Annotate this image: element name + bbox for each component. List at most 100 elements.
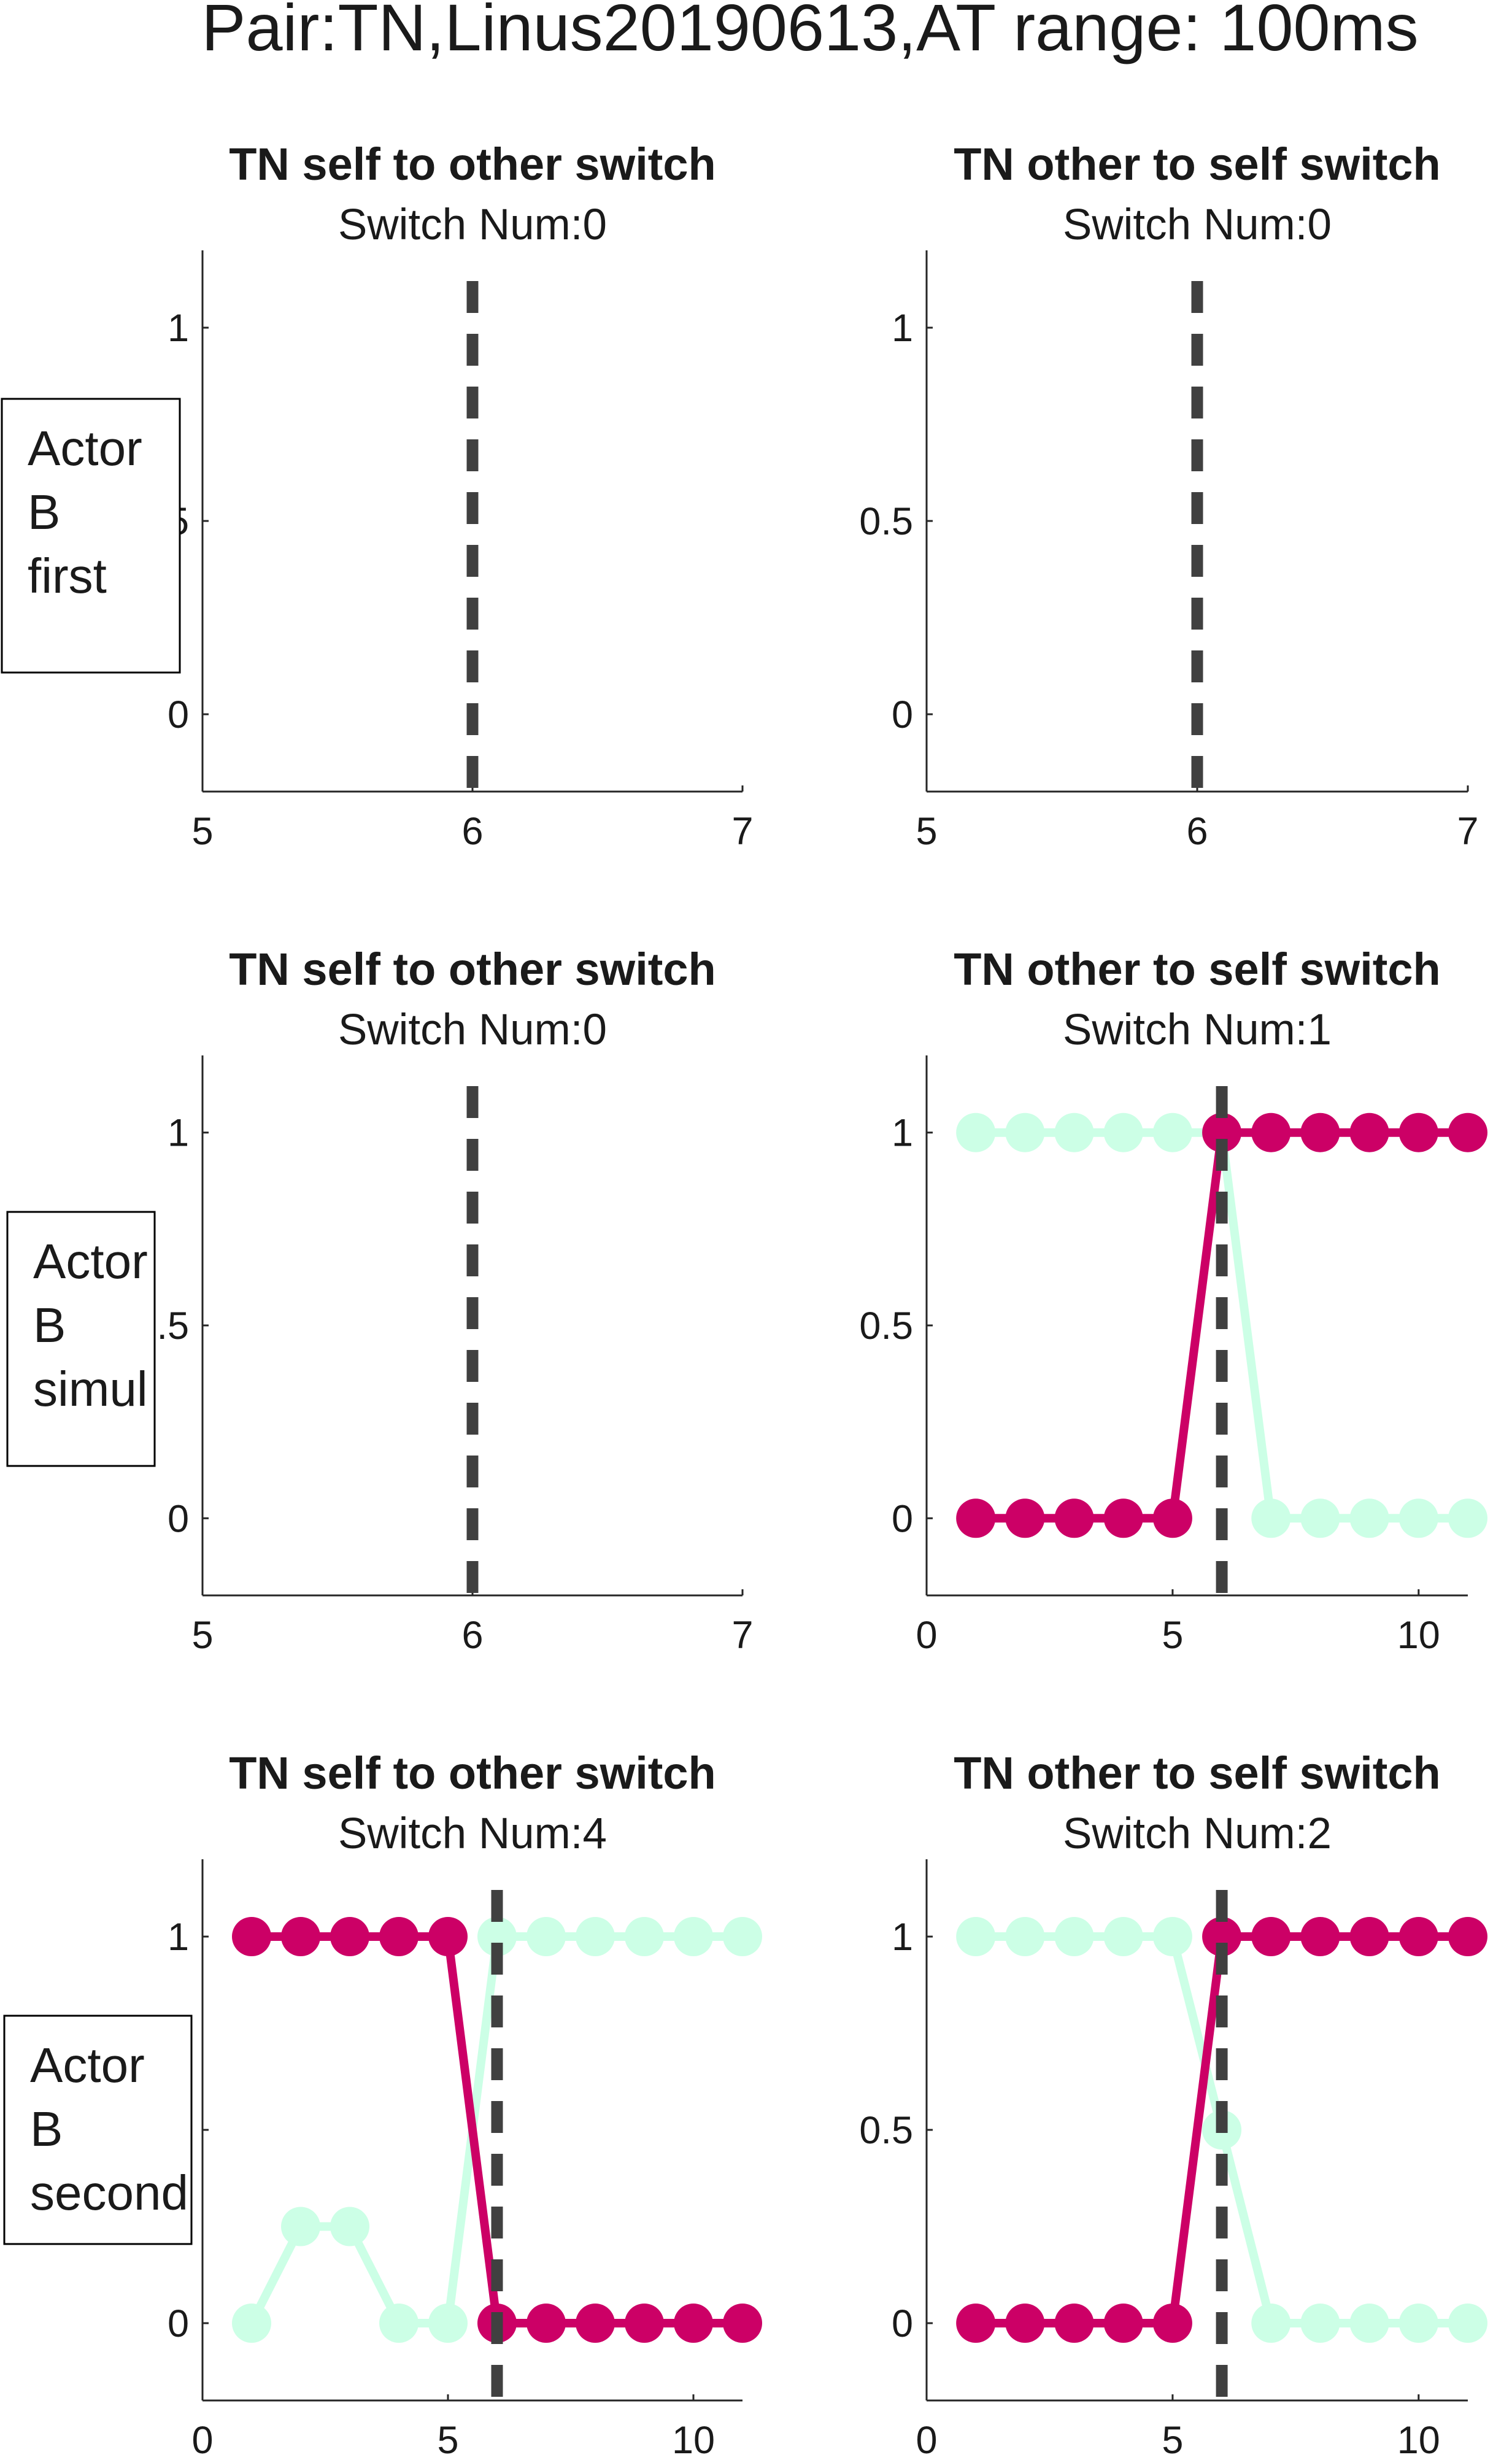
data-point-self (1054, 2304, 1094, 2343)
row-label-line: Actor (28, 421, 142, 476)
x-tick-label: 0 (916, 1614, 937, 1657)
data-point-other (1005, 1112, 1045, 1152)
data-point-self (1202, 1917, 1242, 1956)
y-tick-label: 1 (168, 1916, 189, 1959)
data-point-other (1103, 1917, 1143, 1956)
data-point-self (1152, 2304, 1192, 2343)
x-tick-label: 6 (1186, 810, 1208, 853)
data-point-other (1398, 1498, 1438, 1538)
data-point-other (1251, 1498, 1291, 1538)
row-label-frame (3, 2015, 193, 2245)
data-point-other (723, 1917, 762, 1956)
x-tick-label: 5 (1162, 2419, 1183, 2460)
panel-title: TN self to other switch (229, 944, 716, 995)
data-point-other (281, 2207, 320, 2246)
data-point-self (1448, 1917, 1487, 1956)
panel-subtitle: Switch Num:0 (338, 1006, 607, 1054)
x-tick-label: 5 (191, 1614, 213, 1657)
data-point-other (956, 1112, 996, 1152)
x-tick-label: 6 (461, 810, 483, 853)
y-tick-label: 1 (168, 1112, 189, 1155)
row-label-line: B (28, 485, 60, 539)
data-point-other (1054, 1917, 1094, 1956)
data-point-self (1054, 1498, 1094, 1538)
data-point-other (1152, 1917, 1192, 1956)
data-point-other (379, 2304, 418, 2343)
x-tick-label: 5 (437, 2419, 458, 2460)
data-point-other (674, 1917, 713, 1956)
data-point-self (1202, 1112, 1242, 1152)
panel-subtitle: Switch Num:0 (338, 201, 607, 249)
y-tick-label: 1 (892, 1916, 913, 1959)
panel-subtitle: Switch Num:0 (1063, 201, 1332, 249)
panel-title: TN self to other switch (229, 139, 716, 190)
data-point-self (625, 2304, 664, 2343)
data-point-other (477, 1917, 517, 1956)
y-tick-label: 0.5 (859, 2109, 913, 2152)
row-label-line: Actor (30, 2038, 145, 2092)
panel-subtitle: Switch Num:1 (1063, 1006, 1332, 1054)
data-point-self (1300, 1112, 1340, 1152)
x-tick-label: 5 (916, 810, 937, 853)
x-tick-label: 5 (191, 810, 213, 853)
panels: TN self to other switch Switch Num:0 0 0.5 1… (135, 139, 1487, 2460)
data-point-other (1448, 1498, 1487, 1538)
row-label-line: B (30, 2102, 63, 2156)
data-point-other (576, 1917, 615, 1956)
x-tick-label: 10 (1397, 2419, 1440, 2460)
data-point-other (232, 2304, 271, 2343)
panel-title: TN self to other switch (229, 1748, 716, 1799)
data-point-other (330, 2207, 369, 2246)
data-point-self (526, 2304, 566, 2343)
x-tick-label: 10 (1397, 1614, 1440, 1657)
y-tick-label: 0 (892, 693, 913, 736)
x-tick-label: 7 (731, 810, 753, 853)
y-tick-label: 0 (168, 2302, 189, 2345)
data-point-other (1005, 1917, 1045, 1956)
data-point-self (1300, 1917, 1340, 1956)
data-point-self (1103, 1498, 1143, 1538)
y-tick-label: 0 (892, 2302, 913, 2345)
data-point-self (956, 2304, 996, 2343)
data-point-self (330, 1917, 369, 1956)
x-tick-label: 0 (916, 2419, 937, 2460)
data-point-other (1054, 1112, 1094, 1152)
data-point-self (1349, 1917, 1389, 1956)
data-point-other (1349, 2304, 1389, 2343)
panel-1-2: TN other to self switch Switch Num:0 0 0.5 1… (859, 139, 1478, 853)
data-point-other (1251, 2304, 1291, 2343)
data-point-self (674, 2304, 713, 2343)
panel-3-2: TN other to self switch Switch Num:2 0 0.5 1… (859, 1748, 1487, 2460)
data-point-self (1398, 1917, 1438, 1956)
row-label-frame (6, 1211, 156, 1467)
y-tick-label: 0.5 (859, 1305, 913, 1348)
data-point-self (379, 1917, 418, 1956)
panel-title: TN other to self switch (954, 944, 1441, 995)
panel-subtitle: Switch Num:2 (1063, 1810, 1332, 1858)
row-label-line: Actor (33, 1234, 148, 1289)
x-tick-label: 7 (731, 1614, 753, 1657)
data-point-self (576, 2304, 615, 2343)
data-point-other (625, 1917, 664, 1956)
data-point-other (1300, 1498, 1340, 1538)
row-label-line: simul (33, 1362, 148, 1416)
data-point-other (428, 2304, 468, 2343)
data-point-self (1448, 1112, 1487, 1152)
x-tick-label: 0 (191, 2419, 213, 2460)
row-label-line: first (28, 549, 107, 603)
data-point-other (1349, 1498, 1389, 1538)
data-point-other (1398, 2304, 1438, 2343)
x-tick-label: 6 (461, 1614, 483, 1657)
data-point-self (1398, 1112, 1438, 1152)
data-point-self (1251, 1917, 1291, 1956)
panel-title: TN other to self switch (954, 1748, 1441, 1799)
data-point-self (1103, 2304, 1143, 2343)
y-tick-label: 0 (892, 1497, 913, 1540)
figure-title: Pair:TN,Linus20190613,AT range: 100ms (201, 0, 1418, 64)
data-point-self (1251, 1112, 1291, 1152)
